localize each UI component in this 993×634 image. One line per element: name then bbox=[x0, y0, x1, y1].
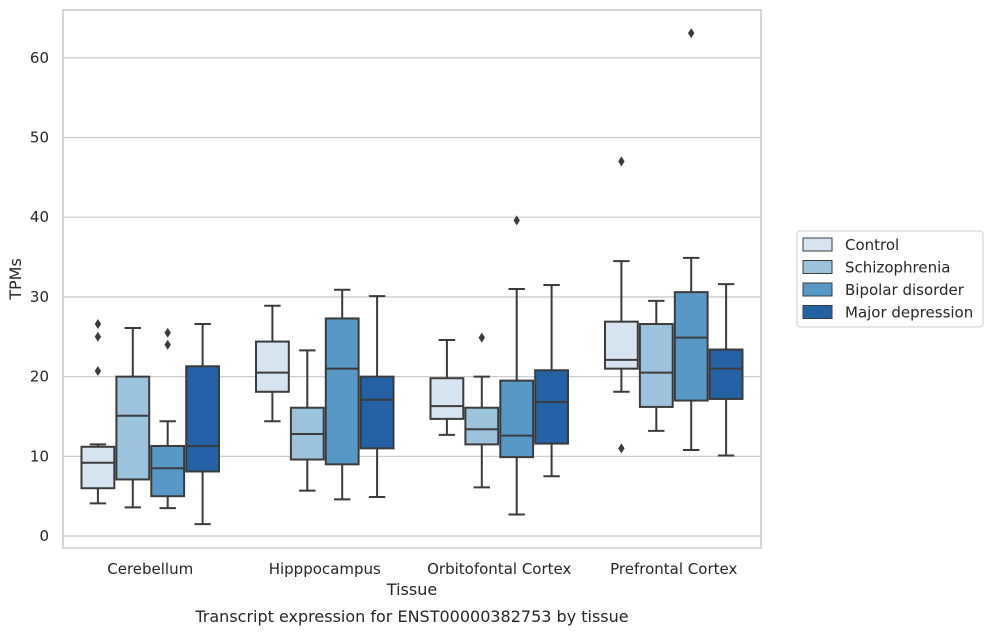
outlier-point bbox=[688, 28, 695, 39]
box-iqr bbox=[150, 444, 186, 498]
box-iqr bbox=[638, 323, 674, 408]
y-tick-label: 0 bbox=[39, 527, 49, 545]
box-major-depression bbox=[708, 283, 744, 457]
x-tick-labels: Cerebellum Hipppocampus Orbitofontal Corte… bbox=[107, 560, 737, 578]
legend-label: Control bbox=[845, 236, 899, 254]
plot-frame bbox=[62, 9, 762, 549]
outlier-point bbox=[94, 331, 102, 342]
box-iqr bbox=[464, 406, 500, 446]
y-tick-labels: 0 10 20 30 40 50 60 bbox=[30, 49, 49, 545]
legend-swatch bbox=[802, 237, 833, 252]
y-tick-label: 10 bbox=[30, 447, 49, 465]
box-groups bbox=[80, 28, 744, 526]
box-schizophrenia bbox=[638, 299, 674, 432]
outlier-point bbox=[513, 215, 520, 226]
x-tick-label: Hipppocampus bbox=[269, 560, 381, 578]
box-bipolar-disorder bbox=[499, 215, 535, 516]
box-iqr bbox=[499, 379, 535, 459]
box-iqr bbox=[324, 317, 360, 466]
x-tick-label: Prefrontal Cortex bbox=[610, 560, 737, 578]
outlier-point bbox=[164, 327, 171, 338]
box-major-depression bbox=[185, 323, 221, 526]
box-iqr bbox=[254, 340, 290, 393]
outlier-point bbox=[94, 319, 102, 330]
legend-label: Bipolar disorder bbox=[845, 281, 965, 299]
box-iqr bbox=[603, 320, 639, 370]
box-iqr bbox=[429, 377, 465, 420]
y-tick-label: 30 bbox=[30, 288, 49, 306]
legend: Control Schizophrenia Bipolar disorder Majo… bbox=[796, 230, 984, 328]
legend-swatch bbox=[802, 305, 833, 319]
box-control bbox=[603, 156, 639, 454]
box-control bbox=[429, 338, 465, 436]
outlier-point bbox=[618, 443, 625, 454]
box-iqr bbox=[534, 369, 570, 445]
box-iqr bbox=[115, 375, 151, 481]
x-axis-title: Tissue bbox=[386, 580, 437, 599]
outlier-point bbox=[618, 156, 625, 167]
x-tick-label: Cerebellum bbox=[107, 560, 193, 578]
box-control bbox=[80, 319, 116, 505]
outlier-point bbox=[94, 366, 102, 377]
y-tick-label: 50 bbox=[30, 129, 49, 147]
box-iqr bbox=[80, 445, 116, 490]
legend-frame bbox=[796, 230, 984, 328]
y-tick-label: 60 bbox=[30, 49, 49, 67]
box-bipolar-disorder bbox=[324, 288, 360, 501]
box-bipolar-disorder bbox=[150, 327, 186, 510]
box-iqr bbox=[359, 375, 395, 450]
x-tick-label: Orbitofontal Cortex bbox=[427, 560, 571, 578]
y-tick-label: 40 bbox=[30, 208, 49, 226]
box-iqr bbox=[673, 291, 709, 402]
box-bipolar-disorder bbox=[673, 28, 709, 451]
outlier-point bbox=[478, 332, 485, 343]
box-control bbox=[254, 304, 290, 423]
box-schizophrenia bbox=[464, 332, 500, 489]
legend-label: Major depression bbox=[845, 304, 973, 322]
outlier-point bbox=[164, 339, 171, 350]
legend-swatch bbox=[802, 260, 833, 274]
box-iqr bbox=[185, 365, 221, 473]
y-tick-label: 20 bbox=[30, 368, 49, 386]
box-major-depression bbox=[359, 295, 395, 498]
legend-label: Schizophrenia bbox=[845, 259, 950, 277]
box-schizophrenia bbox=[115, 327, 151, 509]
box-major-depression bbox=[534, 283, 570, 478]
chart-caption: Transcript expression for ENST0000038275… bbox=[194, 607, 628, 626]
box-schizophrenia bbox=[289, 349, 325, 492]
box-iqr bbox=[708, 348, 744, 400]
legend-swatch bbox=[802, 282, 833, 297]
y-axis-title: TPMs bbox=[6, 258, 25, 301]
